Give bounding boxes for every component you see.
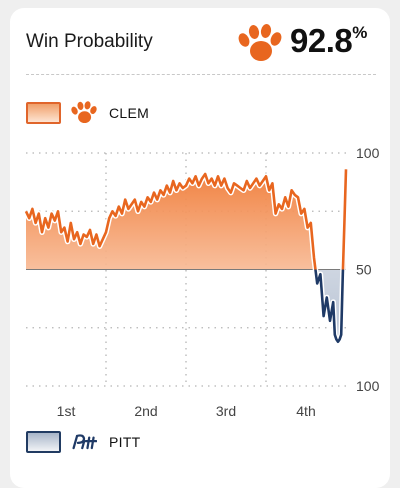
clemson-paw-icon: [238, 24, 282, 61]
legend-pitt: PITT: [26, 430, 141, 454]
win-probability-card: Win Probability 92.8% CLEM 100 50 100 1st 2n…: [10, 8, 390, 488]
y-tick-label: 100: [356, 145, 380, 161]
y-tick-label: 50: [356, 262, 372, 278]
card-title: Win Probability: [26, 31, 153, 52]
x-tick-label: 1st: [57, 403, 76, 419]
pitt-label: PITT: [109, 434, 141, 450]
win-probability-chart: 100 50 100 1st 2nd 3rd 4th: [23, 145, 380, 419]
pitt-swatch: [26, 431, 61, 453]
clem-swatch: [26, 102, 61, 124]
clem-label: CLEM: [109, 105, 150, 121]
x-tick-label: 3rd: [216, 403, 236, 419]
clemson-paw-icon: [71, 101, 97, 124]
legend-clem: CLEM: [26, 101, 149, 125]
card-header: Win Probability 92.8%: [10, 8, 390, 78]
probability-number: 92.8: [290, 22, 353, 59]
x-tick-label: 4th: [296, 403, 315, 419]
win-probability-value: 92.8%: [290, 22, 367, 60]
series-line-clem: [24, 169, 348, 270]
probability-unit: %: [352, 23, 367, 42]
clem-area: [26, 169, 346, 270]
pitt-script-logo: [72, 434, 97, 450]
header-divider: [26, 74, 376, 75]
x-tick-label: 2nd: [134, 403, 157, 419]
y-tick-label: 100: [356, 378, 380, 394]
